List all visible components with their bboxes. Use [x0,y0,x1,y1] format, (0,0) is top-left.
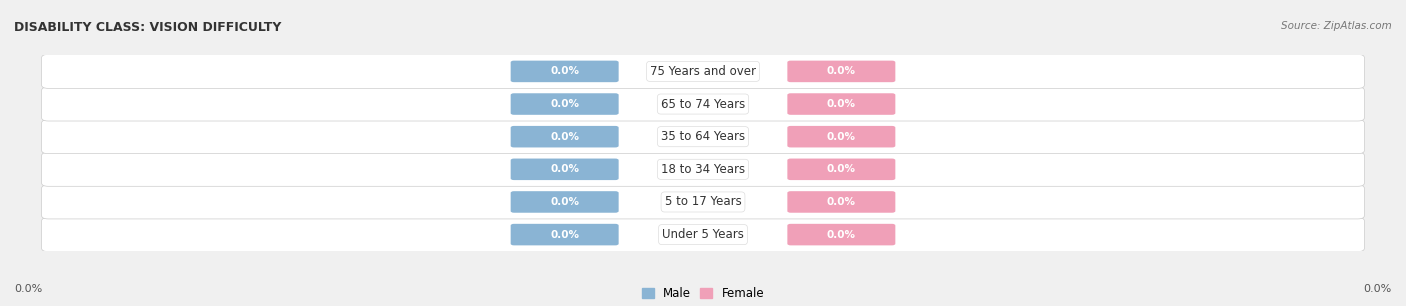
FancyBboxPatch shape [42,54,1364,88]
Text: 5 to 17 Years: 5 to 17 Years [665,196,741,208]
FancyBboxPatch shape [42,120,1364,154]
Text: 0.0%: 0.0% [827,230,856,240]
Text: 0.0%: 0.0% [550,230,579,240]
Text: 0.0%: 0.0% [550,66,579,76]
FancyBboxPatch shape [510,93,619,115]
FancyBboxPatch shape [510,159,619,180]
FancyBboxPatch shape [510,61,619,82]
Text: 0.0%: 0.0% [1364,284,1392,294]
FancyBboxPatch shape [787,159,896,180]
Text: 18 to 34 Years: 18 to 34 Years [661,163,745,176]
Text: 0.0%: 0.0% [827,132,856,142]
Text: 0.0%: 0.0% [827,197,856,207]
FancyBboxPatch shape [42,218,1364,252]
Text: 0.0%: 0.0% [14,284,42,294]
FancyBboxPatch shape [42,185,1364,219]
Text: 0.0%: 0.0% [827,99,856,109]
Text: 65 to 74 Years: 65 to 74 Years [661,98,745,110]
Text: Source: ZipAtlas.com: Source: ZipAtlas.com [1281,21,1392,32]
Text: DISABILITY CLASS: VISION DIFFICULTY: DISABILITY CLASS: VISION DIFFICULTY [14,21,281,34]
FancyBboxPatch shape [787,93,896,115]
FancyBboxPatch shape [787,61,896,82]
FancyBboxPatch shape [787,126,896,147]
Text: 0.0%: 0.0% [550,164,579,174]
Text: 75 Years and over: 75 Years and over [650,65,756,78]
Text: 0.0%: 0.0% [550,132,579,142]
FancyBboxPatch shape [510,191,619,213]
Legend: Male, Female: Male, Female [641,287,765,300]
Text: 35 to 64 Years: 35 to 64 Years [661,130,745,143]
Text: Under 5 Years: Under 5 Years [662,228,744,241]
Text: 0.0%: 0.0% [827,164,856,174]
FancyBboxPatch shape [510,126,619,147]
FancyBboxPatch shape [42,87,1364,121]
FancyBboxPatch shape [787,191,896,213]
FancyBboxPatch shape [510,224,619,245]
Text: 0.0%: 0.0% [550,99,579,109]
FancyBboxPatch shape [42,152,1364,186]
Text: 0.0%: 0.0% [550,197,579,207]
FancyBboxPatch shape [787,224,896,245]
Text: 0.0%: 0.0% [827,66,856,76]
